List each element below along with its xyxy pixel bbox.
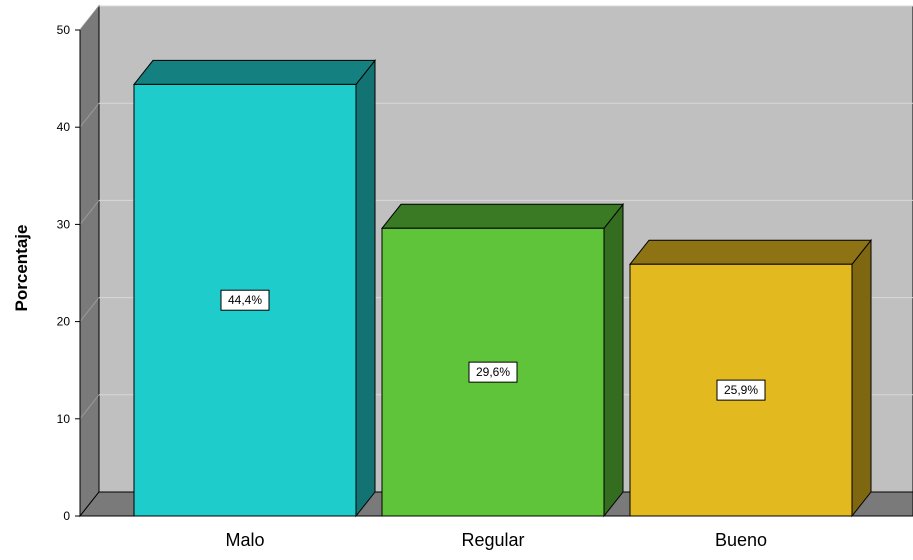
bar-side [603, 202, 624, 518]
y-tick-label: 30 [57, 217, 71, 231]
bars: 44,4% 29,6% 25,9% [132, 58, 873, 518]
bar-group: 25,9% [628, 238, 873, 518]
y-tick-label: 40 [57, 120, 71, 134]
data-label: 25,9% [724, 383, 758, 397]
gridline-side [79, 200, 100, 225]
axes: 0 10 20 30 40 50 Malo Regular Bueno [57, 23, 767, 550]
gridline-side [79, 297, 100, 322]
gridline-side [79, 394, 100, 420]
y-tick-label: 0 [63, 509, 70, 523]
bar-group: 29,6% [380, 202, 625, 518]
data-label: 29,6% [476, 365, 510, 379]
bar-side [355, 58, 376, 518]
side-wall [79, 4, 100, 518]
bar-top [628, 239, 873, 265]
gridline-side [79, 5, 100, 31]
data-label-box [468, 361, 518, 383]
bar-group: 44,4% [132, 58, 377, 518]
data-label: 44,4% [228, 293, 262, 307]
x-tick-label: Regular [461, 530, 524, 550]
y-tick-label: 50 [57, 23, 71, 37]
bar-top [132, 59, 377, 85]
y-tick-label: 10 [57, 412, 71, 426]
data-label-box [220, 289, 270, 311]
x-tick-label: Bueno [715, 530, 767, 550]
data-label-box [716, 379, 766, 401]
y-axis-title: Porcentaje [12, 225, 31, 312]
bar-top [380, 203, 625, 229]
bar-side [851, 238, 872, 518]
x-tick-label: Malo [225, 530, 264, 550]
y-tick-label: 20 [57, 315, 71, 329]
gridline-side [79, 102, 100, 128]
